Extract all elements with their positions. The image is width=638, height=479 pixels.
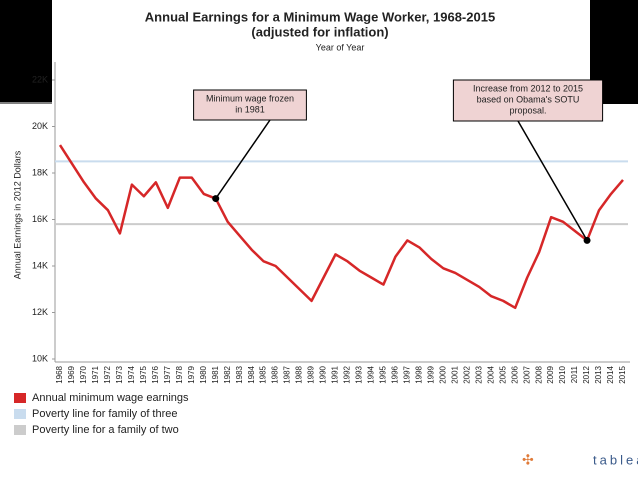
x-tick-label: 1983 [235, 365, 244, 383]
x-tick-label: 1978 [175, 365, 184, 383]
x-tick-label: 1987 [283, 365, 292, 383]
y-tick-label: 12K [32, 307, 48, 317]
x-tick-label: 2011 [570, 365, 579, 383]
legend-label: Poverty line for family of three [32, 408, 178, 420]
x-tick-label: 1991 [331, 365, 340, 383]
chart-title: Annual Earnings for a Minimum Wage Worke… [145, 9, 495, 24]
x-tick-label: 1988 [295, 365, 304, 383]
x-tick-label: 2006 [510, 365, 519, 383]
x-tick-label: 1974 [127, 365, 136, 383]
legend-swatch [14, 409, 26, 419]
x-tick-label: 1994 [367, 365, 376, 383]
legend-swatch [14, 425, 26, 435]
x-tick-label: 1990 [319, 365, 328, 383]
chart-bg [0, 104, 638, 479]
annotation-point [583, 236, 591, 244]
annotation-text: in 1981 [235, 104, 265, 114]
x-tick-label: 1981 [211, 365, 220, 383]
x-tick-label: 1979 [187, 365, 196, 383]
legend-label: Poverty line for a family of two [32, 424, 179, 436]
y-tick-label: 16K [32, 214, 48, 224]
x-tick-label: 1970 [79, 365, 88, 383]
annotation-text: Minimum wage frozen [206, 93, 294, 103]
x-tick-label: 1989 [307, 365, 316, 383]
x-tick-label: 2001 [450, 365, 459, 383]
x-tick-label: 2012 [582, 365, 591, 383]
annotation-box [193, 89, 307, 121]
x-tick-label: 2005 [498, 365, 507, 383]
x-tick-label: 1975 [139, 365, 148, 383]
x-tick-label: 1982 [223, 365, 232, 383]
x-tick-label: 2008 [534, 365, 543, 383]
y-tick-label: 18K [32, 167, 48, 177]
logo: tableau [593, 452, 638, 467]
legend-swatch [14, 393, 26, 403]
x-tick-label: 1984 [247, 365, 256, 383]
y-tick-label: 20K [32, 121, 48, 131]
x-tick-label: 1998 [414, 365, 423, 383]
x-axis-title: Year of Year [316, 42, 365, 52]
x-tick-label: 2013 [594, 365, 603, 383]
annotation-text: proposal. [509, 105, 546, 115]
x-tick-label: 2003 [474, 365, 483, 383]
annotation-leader [517, 120, 588, 241]
x-tick-label: 2014 [606, 365, 615, 383]
x-tick-label: 1976 [151, 365, 160, 383]
x-tick-label: 2009 [546, 365, 555, 383]
x-tick-label: 2007 [522, 365, 531, 383]
logo-icon: ✣ [522, 452, 534, 468]
x-tick-label: 1971 [91, 365, 100, 383]
annotation-point [212, 195, 220, 203]
y-tick-label: 22K [32, 74, 48, 84]
x-tick-label: 1973 [115, 365, 124, 383]
x-tick-label: 1972 [103, 365, 112, 383]
x-tick-label: 1996 [391, 365, 400, 383]
x-tick-label: 2000 [438, 365, 447, 383]
chart-subtitle: (adjusted for inflation) [251, 24, 388, 39]
x-tick-label: 1969 [67, 365, 76, 383]
x-tick-label: 1995 [379, 365, 388, 383]
y-tick-label: 14K [32, 260, 48, 270]
x-tick-label: 1968 [55, 365, 64, 383]
annotation-leader [215, 119, 271, 200]
legend-label: Annual minimum wage earnings [32, 392, 189, 404]
x-tick-label: 1986 [271, 365, 280, 383]
x-tick-label: 1980 [199, 365, 208, 383]
x-tick-label: 1977 [163, 365, 172, 383]
x-tick-label: 1992 [343, 365, 352, 383]
x-tick-label: 2010 [558, 365, 567, 383]
x-tick-label: 2004 [486, 365, 495, 383]
y-tick-label: 10K [32, 353, 48, 363]
annotation-text: based on Obama's SOTU [477, 94, 580, 104]
annotation-box [452, 79, 604, 122]
x-tick-label: 2002 [462, 365, 471, 383]
annotation-text: Increase from 2012 to 2015 [473, 83, 583, 93]
series-line [58, 144, 624, 310]
x-tick-label: 2015 [618, 365, 627, 383]
x-tick-label: 1985 [259, 365, 268, 383]
y-axis-title: Annual Earnings in 2012 Dollars [12, 150, 22, 279]
x-tick-label: 1993 [355, 365, 364, 383]
x-tick-label: 1999 [426, 365, 435, 383]
x-tick-label: 1997 [402, 365, 411, 383]
